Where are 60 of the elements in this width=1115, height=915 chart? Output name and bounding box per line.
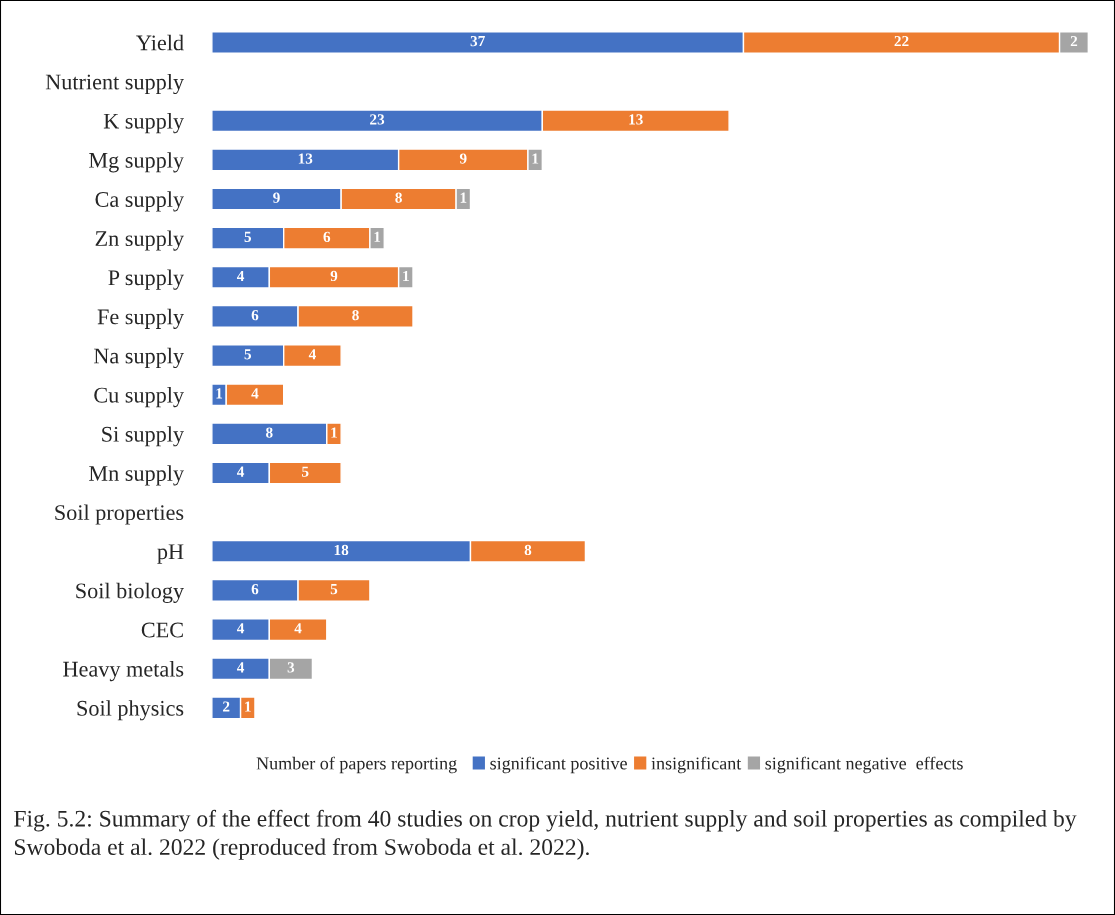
y-tick-label: Ca supply: [95, 191, 184, 212]
data-label: 6: [251, 583, 259, 595]
data-label: 13: [629, 114, 643, 125]
data-label: 5: [244, 231, 252, 242]
y-tick-label: Si supply: [102, 426, 184, 447]
y-tick-label: P supply: [108, 269, 184, 290]
data-label: 4: [308, 349, 316, 360]
data-label: 1: [460, 192, 467, 203]
data-label: 5: [302, 466, 309, 477]
y-tick-label: Fe supply: [97, 308, 184, 329]
data-label: 8: [266, 427, 273, 438]
data-label: 4: [236, 662, 245, 673]
data-label: 1: [403, 270, 409, 281]
data-label: 6: [323, 231, 331, 242]
data-label: 2: [223, 701, 230, 712]
y-tick-label: Yield: [136, 34, 184, 51]
data-label: 22: [894, 36, 909, 47]
y-tick-label: CEC: [141, 622, 183, 638]
data-label: 1: [216, 388, 223, 399]
y-tick-label: Heavy metals: [63, 661, 184, 682]
data-label: 37: [470, 36, 485, 47]
y-tick-label: Soil properties: [55, 504, 184, 525]
y-tick-label: pH: [157, 544, 184, 564]
y-tick-label: K supply: [103, 113, 184, 134]
data-label: 5: [244, 349, 252, 360]
data-label: 9: [459, 153, 467, 164]
data-label: 18: [334, 544, 349, 556]
y-tick-label: Soil biology: [76, 582, 184, 603]
legend-label: significant negative effects: [765, 756, 963, 774]
y-tick-label: Cu supply: [94, 387, 184, 408]
data-label: 4: [236, 623, 245, 634]
legend-label: insignificant: [651, 756, 742, 774]
data-label: 4: [251, 388, 259, 399]
data-label: 13: [298, 153, 313, 164]
data-label: 9: [330, 270, 338, 282]
data-label: 4: [294, 623, 302, 634]
y-tick-label: Mg supply: [89, 152, 184, 173]
y-tick-label: Zn supply: [95, 230, 184, 251]
data-label: 2: [1070, 36, 1078, 47]
data-label: 8: [395, 192, 402, 203]
caption: Fig. 5.2: Summary of the effect from 40 studies on crop yield, nutrient supply and soil properties as compiled by Swoboda et al. 2022 (reproduced from Swoboda et al. 2022).: [14, 809, 1077, 860]
data-label: 4: [236, 466, 245, 477]
data-label: 8: [524, 544, 532, 556]
data-label: 6: [251, 309, 259, 321]
data-label: 4: [236, 270, 245, 281]
data-label: 23: [370, 114, 385, 125]
data-label: 1: [331, 427, 338, 438]
data-label: 1: [374, 231, 381, 242]
data-label: 8: [352, 309, 359, 321]
legend-label: significant positive: [490, 756, 627, 774]
data-label: 5: [330, 584, 338, 595]
y-tick-label: Nutrient supply: [45, 73, 184, 95]
y-tick-label: Na supply: [93, 347, 184, 369]
y-tick-label: Mn supply: [89, 465, 184, 486]
data-label: 1: [245, 701, 251, 712]
y-tick-label: Soil physics: [77, 700, 184, 721]
data-label: 1: [532, 153, 539, 164]
legend-title: Number of papers reporting: [256, 756, 457, 774]
data-label: 9: [273, 192, 280, 203]
data-label: 3: [287, 662, 295, 673]
